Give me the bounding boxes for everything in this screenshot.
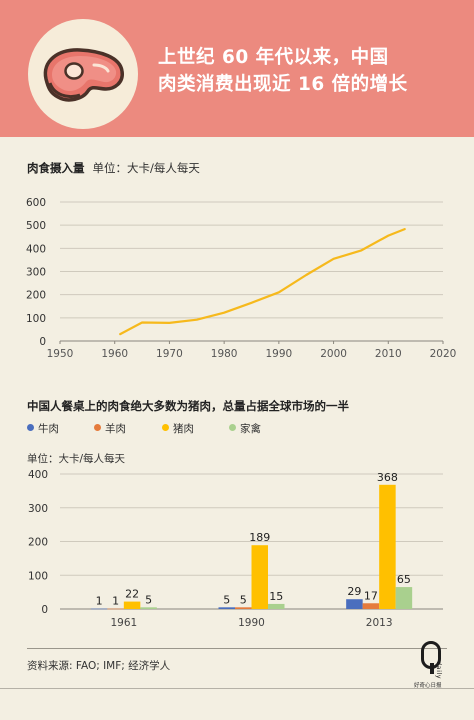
- logo-q-tail: [430, 663, 434, 674]
- bar-value-label-1990-1: 5: [240, 593, 247, 606]
- legend-swatch-pork: [162, 424, 169, 431]
- x-tick-label-1990: 1990: [265, 348, 292, 360]
- bar-1961-0: [90, 608, 108, 610]
- bar-value-label-1990-3: 15: [269, 590, 283, 603]
- chart1-title: 肉食摄入量: [27, 161, 85, 175]
- logo-wordmark: daily: [435, 661, 443, 680]
- legend-label-poultry: 家禽: [240, 423, 261, 435]
- steak-icon: [43, 48, 124, 102]
- bar-1961-2: [123, 601, 141, 609]
- legend-swatch-poultry: [229, 424, 236, 431]
- bar-1990-2: [251, 545, 268, 609]
- y-tick-label-600: 600: [26, 197, 46, 209]
- steak-badge: [28, 19, 138, 129]
- bar-value-label-1990-2: 189: [249, 531, 270, 544]
- bar-1990-1: [235, 607, 252, 609]
- y-tick-label-200: 200: [26, 290, 46, 302]
- x-tick-label-2000: 2000: [320, 348, 347, 360]
- footer-divider: [27, 648, 447, 649]
- legend-swatch-beef: [27, 424, 34, 431]
- y-tick-label-100: 100: [26, 313, 46, 325]
- bar-1990-0: [218, 607, 235, 609]
- header-banner: 上世纪 60 年代以来，中国 肉类消费出现近 16 倍的增长: [0, 0, 474, 137]
- qdaily-logo: daily 好奇心日报: [414, 641, 454, 689]
- y-tick-label-400: 400: [26, 243, 46, 255]
- chart1-unit: 单位：大卡/每人每天: [92, 161, 200, 175]
- source-note: 资料来源: FAO; IMF; 经济学人: [27, 660, 171, 672]
- y-tick-label-500: 500: [26, 220, 46, 232]
- bar-1961-1: [107, 608, 124, 610]
- bar-2013-0: [346, 599, 363, 609]
- logo-subtitle: 好奇心日报: [414, 683, 442, 689]
- y-tick-label-300: 300: [26, 267, 46, 279]
- legend-item-mutton: 羊肉: [94, 421, 126, 436]
- y-tick-label-0: 0: [41, 604, 48, 616]
- x-tick-label-1980: 1980: [211, 348, 238, 360]
- bar-value-label-2013-2: 368: [377, 471, 398, 484]
- bar-value-label-2013-3: 65: [397, 573, 411, 586]
- y-tick-label-200: 200: [28, 537, 48, 549]
- x-tick-label-2020: 2020: [430, 348, 457, 360]
- x-category-label-1961: 1961: [110, 617, 137, 629]
- legend-label-pork: 猪肉: [173, 423, 194, 435]
- legend-item-beef: 牛肉: [27, 421, 59, 436]
- legend-label-mutton: 羊肉: [105, 423, 126, 435]
- bar-2013-3: [395, 587, 413, 609]
- x-category-label-1990: 1990: [238, 617, 265, 629]
- legend-label-beef: 牛肉: [38, 423, 59, 435]
- bar-value-label-1990-0: 5: [223, 593, 230, 606]
- bar-value-label-1961-2: 22: [125, 588, 139, 601]
- legend-swatch-mutton: [94, 424, 101, 431]
- y-tick-label-300: 300: [28, 503, 48, 515]
- bottom-divider: [0, 688, 474, 689]
- bar-value-label-1961-0: 1: [96, 595, 103, 608]
- x-tick-label-1950: 1950: [47, 348, 74, 360]
- title-line-2: 肉类消费出现近 16 倍的增长: [158, 74, 408, 95]
- series-line: [119, 227, 406, 336]
- legend-item-poultry: 家禽: [229, 421, 261, 436]
- x-tick-label-1960: 1960: [101, 348, 128, 360]
- bar-2013-1: [362, 603, 380, 609]
- chart2-unit: 单位：大卡/每人每天: [27, 453, 126, 465]
- legend-item-pork: 猪肉: [162, 421, 194, 436]
- bar-value-label-2013-1: 17: [364, 589, 378, 602]
- y-tick-label-0: 0: [39, 336, 46, 348]
- chart2-heading: 中国人餐桌上的肉食绝大多数为猪肉，总量占据全球市场的一半: [27, 399, 349, 413]
- title-line-1: 上世纪 60 年代以来，中国: [158, 47, 389, 68]
- bar-value-label-1961-3: 5: [145, 593, 152, 606]
- bar-2013-2: [379, 484, 396, 609]
- x-tick-label-1970: 1970: [156, 348, 183, 360]
- y-tick-label-100: 100: [28, 570, 48, 582]
- y-tick-label-400: 400: [28, 469, 48, 481]
- x-tick-label-2010: 2010: [375, 348, 402, 360]
- bar-value-label-1961-1: 1: [112, 595, 119, 608]
- bar-value-label-2013-0: 29: [347, 585, 361, 598]
- bar-1990-3: [268, 603, 285, 609]
- chart1-heading: 肉食摄入量 单位：大卡/每人每天: [27, 160, 200, 176]
- line-chart: 0 100 200 300 400 500 600 1950 1960 1970 1980 1990 2…: [26, 197, 457, 360]
- bar-1961-3: [140, 607, 157, 609]
- x-category-label-2013: 2013: [366, 617, 393, 629]
- page-title: 上世纪 60 年代以来，中国 肉类消费出现近 16 倍的增长: [158, 44, 458, 98]
